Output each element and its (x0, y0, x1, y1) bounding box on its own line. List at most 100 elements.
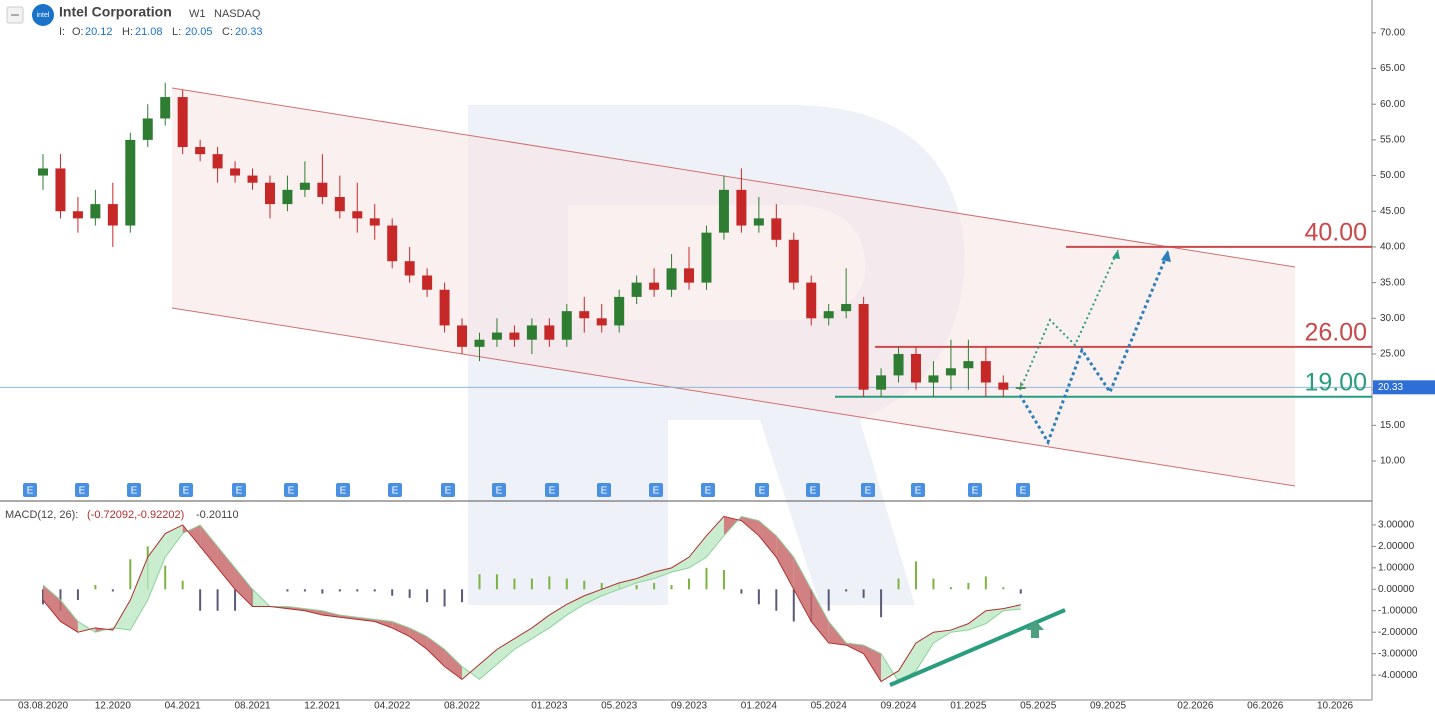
earnings-label: E (601, 486, 608, 497)
macd-hist-bar (321, 589, 324, 594)
arrow-head (1112, 250, 1120, 259)
ohlc-prefix: I: (59, 26, 65, 38)
macd-line (42, 515, 1021, 683)
candle-body (561, 311, 572, 340)
earnings-label: E (759, 486, 766, 497)
macd-hist-bar (949, 587, 952, 590)
candle-body (771, 218, 782, 240)
macd-fill (549, 604, 567, 628)
macd-hist-bar (391, 589, 394, 596)
macd-hist-bar (880, 589, 883, 618)
macd-fill (235, 567, 253, 607)
earnings-label: E (653, 486, 660, 497)
macd-y-tick-label: 0.00000 (1378, 584, 1415, 595)
macd-fill (130, 557, 148, 631)
macd-fill (392, 621, 410, 637)
earnings-label: E (183, 486, 190, 497)
ohlc-value: 20.12 (85, 26, 113, 38)
earnings-label: E (810, 486, 817, 497)
macd-y-tick-label: -4.00000 (1378, 670, 1418, 681)
ohlc-value: 20.33 (235, 26, 263, 38)
channel-upper (171, 87, 1296, 268)
macd-fill (444, 649, 463, 680)
y-tick-label: 40.00 (1380, 242, 1405, 253)
macd-hist-bar (1019, 589, 1022, 594)
macd-hist-bar (757, 589, 760, 605)
ohlc-label: O: (72, 26, 84, 38)
channel-lower (171, 307, 1296, 487)
macd-hist-bar (530, 578, 533, 590)
candle-body (212, 154, 223, 169)
macd-hist-bar (548, 576, 551, 590)
macd-fill (479, 649, 497, 680)
candle-body (911, 353, 921, 383)
macd-hist-bar (76, 589, 79, 601)
macd-hist-bar (670, 585, 673, 590)
macd-y-tick-label: -1.00000 (1378, 605, 1418, 616)
macd-fill (619, 578, 637, 590)
candle-body (491, 332, 502, 340)
x-tick-label: 01.2025 (950, 701, 987, 712)
x-tick-label: 03.08.2020 (18, 701, 68, 712)
macd-fill (427, 636, 445, 667)
macd-hist-bar (932, 578, 935, 590)
earnings-marker (232, 483, 246, 497)
macd-hist-bar (583, 580, 586, 590)
macd-hist-bar (792, 589, 795, 622)
macd-fill (793, 557, 812, 622)
candle-body (90, 204, 101, 219)
macd-fill (950, 623, 969, 633)
candle-body (579, 311, 590, 319)
candle-body (404, 261, 415, 276)
macd-fill (514, 627, 532, 650)
earnings-label: E (445, 486, 452, 497)
macd-fill (671, 557, 690, 573)
channel-fill (172, 88, 1295, 486)
y-tick-label: 45.00 (1380, 206, 1405, 217)
candle-body (299, 182, 310, 190)
ohlc-label: L: (172, 26, 181, 38)
x-tick-label: 05.2024 (811, 701, 848, 712)
candle-body (55, 168, 66, 212)
candle-body (457, 325, 468, 347)
candle-body (876, 375, 887, 390)
ohlc-value: 20.05 (185, 26, 213, 38)
earnings-marker (597, 483, 611, 497)
candle-body (72, 211, 83, 219)
candle-body (806, 282, 817, 319)
macd-fill (374, 619, 393, 628)
macd-hist-bar (722, 570, 725, 590)
macd-hist-bar (181, 580, 184, 590)
macd-title: MACD(12, 26): (5, 509, 78, 521)
earnings-marker (284, 483, 298, 497)
candle-body (893, 353, 904, 376)
earnings-label: E (705, 486, 712, 497)
macd-fill (916, 632, 934, 671)
macd-hist-bar (356, 589, 359, 592)
candle-body (509, 332, 520, 340)
candle-body (666, 268, 677, 290)
macd-hist-bar (216, 589, 219, 611)
macd-fill (43, 585, 61, 622)
macd-fill (77, 621, 96, 633)
candle-body (701, 232, 712, 283)
candle-body (684, 268, 695, 283)
macd-fill (741, 516, 759, 536)
candle-body (177, 97, 188, 148)
macd-fill (147, 533, 166, 601)
x-tick-label: 08.2022 (444, 701, 481, 712)
candle-body (282, 189, 293, 205)
earnings-label: E (1020, 486, 1027, 497)
macd-hist-bar (461, 589, 464, 603)
forecast-blue (1018, 251, 1170, 446)
earnings-marker (492, 483, 506, 497)
x-tick-label: 05.2023 (601, 701, 638, 712)
arrow-head (1161, 250, 1171, 262)
x-tick-label: 08.2021 (234, 701, 271, 712)
macd-fill (339, 615, 358, 620)
candle-body (230, 168, 241, 176)
candle-body (264, 182, 275, 205)
macd-hist-bar (426, 589, 429, 603)
candle-body (614, 296, 625, 326)
